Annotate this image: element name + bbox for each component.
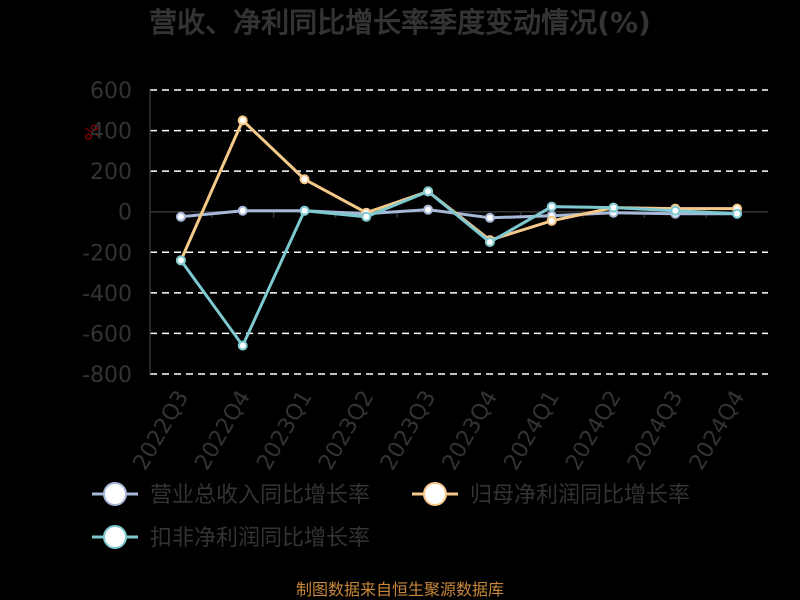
chart-title: 营收、净利同比增长率季度变动情况(%) xyxy=(149,6,651,39)
legend-label: 扣非净利润同比增长率 xyxy=(150,526,370,551)
legend-item[interactable]: 营业总收入同比增长率 xyxy=(92,482,370,508)
y-tick-label: 400 xyxy=(90,120,132,145)
data-point[interactable] xyxy=(423,204,434,215)
x-tick-label: 2023Q3 xyxy=(376,386,441,474)
data-point[interactable] xyxy=(484,237,495,248)
x-tick-label: 2024Q2 xyxy=(561,387,626,475)
series-line xyxy=(179,189,738,349)
y-tick-labels: 600 400 200 0 -200 -400 -600 -800 xyxy=(82,79,132,388)
x-tick-label: 2024Q4 xyxy=(685,387,750,475)
data-point[interactable] xyxy=(608,202,619,213)
data-point[interactable] xyxy=(299,205,310,216)
grid-lines xyxy=(149,89,768,375)
legend-marker xyxy=(103,525,127,549)
x-tick-label: 2023Q2 xyxy=(314,387,379,475)
legend-item[interactable]: 归母净利润同比增长率 xyxy=(412,482,690,508)
legend-marker xyxy=(103,482,127,506)
data-point[interactable] xyxy=(670,205,681,216)
y-tick-label: -600 xyxy=(82,322,132,347)
x-tick-label: 2024Q1 xyxy=(500,387,565,475)
series-lines xyxy=(175,115,743,351)
x-tick-label: 2023Q4 xyxy=(438,387,503,475)
legend-label: 归母净利润同比增长率 xyxy=(470,483,690,508)
x-tick-labels: 2022Q32022Q42023Q12023Q22023Q32023Q42024… xyxy=(129,211,750,475)
y-tick-label: -400 xyxy=(82,282,132,307)
y-tick-label: 600 xyxy=(90,79,132,104)
legend-label: 营业总收入同比增长率 xyxy=(150,483,370,508)
data-point[interactable] xyxy=(237,340,248,351)
data-point[interactable] xyxy=(237,205,248,216)
data-point[interactable] xyxy=(546,215,557,226)
series-line xyxy=(180,208,738,220)
y-tick-label: -800 xyxy=(82,363,132,388)
data-point[interactable] xyxy=(732,208,743,219)
data-point[interactable] xyxy=(175,255,186,266)
y-tick-label: 0 xyxy=(118,201,132,226)
series-line xyxy=(179,117,738,262)
data-source: 制图数据来自恒生聚源数据库 xyxy=(296,580,504,599)
y-tick-label: 200 xyxy=(90,160,132,185)
data-point[interactable] xyxy=(299,174,310,185)
y-axis-label: % xyxy=(82,123,103,140)
data-point[interactable] xyxy=(423,186,434,197)
x-tick-label: 2022Q3 xyxy=(129,387,194,475)
legend-item[interactable]: 扣非净利润同比增长率 xyxy=(92,525,370,551)
data-point[interactable] xyxy=(546,201,557,212)
y-tick-label: -200 xyxy=(82,241,132,266)
data-point[interactable] xyxy=(237,115,248,126)
legend-marker xyxy=(423,482,447,506)
data-point[interactable] xyxy=(484,212,495,223)
x-tick-label: 2024Q3 xyxy=(623,387,688,475)
data-point[interactable] xyxy=(361,211,372,222)
x-tick-label: 2023Q1 xyxy=(252,387,317,475)
data-point[interactable] xyxy=(175,211,186,222)
x-tick-label: 2022Q4 xyxy=(191,387,256,475)
